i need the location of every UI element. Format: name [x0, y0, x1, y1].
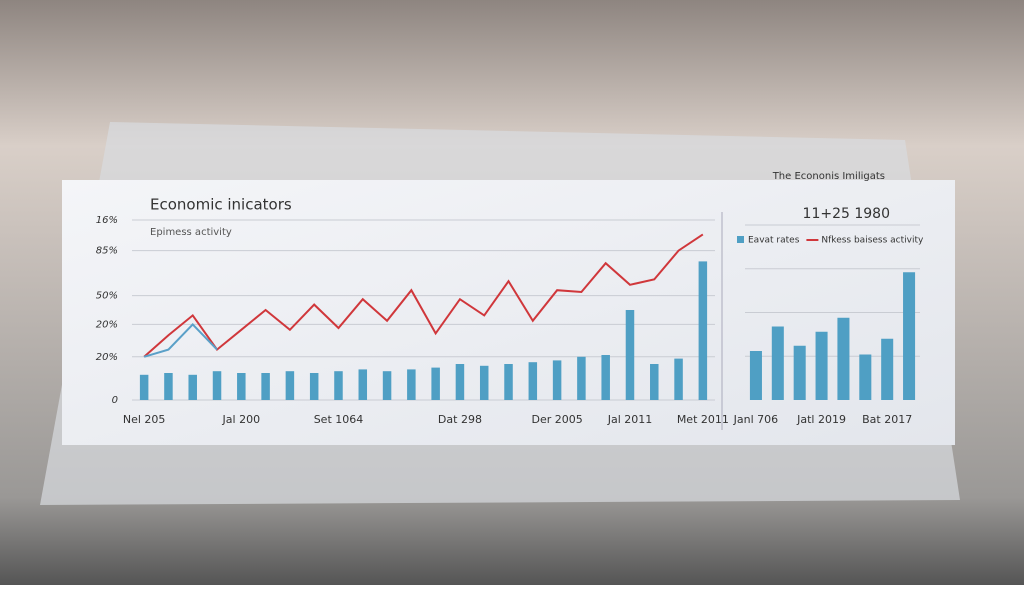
bar — [859, 354, 872, 400]
bar — [237, 373, 246, 400]
bar — [881, 338, 894, 400]
chart-title: Economic inicators — [150, 196, 292, 214]
bar — [334, 371, 343, 400]
x-tick-label: Janl 706 — [733, 413, 779, 426]
bar — [455, 364, 465, 400]
bar — [698, 261, 708, 400]
x-tick-label: Set 1064 — [314, 413, 364, 426]
bar — [815, 331, 828, 400]
bar — [771, 326, 784, 400]
bar — [188, 374, 197, 400]
x-tick-label: Jatl 2019 — [796, 413, 846, 426]
y-tick-label: 50% — [96, 291, 118, 302]
x-tick-label: Nel 205 — [123, 413, 166, 426]
x-tick-label: Met 2011 — [677, 413, 729, 426]
bar — [212, 371, 222, 400]
bar — [625, 310, 635, 400]
bar — [674, 358, 683, 400]
x-tick-label: Bat 2017 — [862, 413, 912, 426]
x-tick-label: Jal 2011 — [607, 413, 653, 426]
bar — [650, 364, 659, 400]
legend-swatch — [737, 236, 744, 243]
header-text: The Econonis Imiligats — [772, 171, 885, 182]
bar — [358, 369, 368, 400]
bar — [261, 373, 270, 400]
y-tick-label: 16% — [96, 215, 118, 226]
bar — [504, 364, 513, 400]
bar — [903, 272, 916, 400]
line — [143, 233, 704, 358]
bar — [309, 373, 319, 400]
bar — [552, 360, 562, 400]
bar — [407, 369, 416, 400]
bar — [528, 362, 538, 400]
panel-title: 11+25 1980 — [803, 206, 890, 222]
bar — [431, 367, 440, 400]
bar — [601, 355, 610, 400]
bar — [793, 345, 806, 400]
y-tick-label: 0 — [112, 395, 118, 406]
y-tick-label: 85% — [96, 246, 118, 257]
bar — [479, 365, 489, 400]
x-tick-label: Der 2005 — [531, 413, 582, 426]
bar — [164, 373, 173, 400]
y-tick-label: 20% — [96, 319, 118, 330]
bar — [139, 374, 149, 400]
legend-label: Nfkess baisess activity — [821, 236, 924, 246]
x-tick-label: Dat 298 — [438, 413, 482, 426]
bar — [285, 371, 295, 400]
chart-subtitle: Epimess activity — [150, 227, 232, 238]
y-tick-label: 20% — [96, 352, 118, 363]
legend-label: Eavat rates — [748, 236, 800, 246]
x-tick-label: Jal 200 — [222, 413, 261, 426]
line — [143, 322, 218, 358]
bar — [577, 356, 586, 400]
bar — [837, 317, 850, 400]
bar — [382, 371, 392, 400]
bar — [749, 351, 762, 400]
